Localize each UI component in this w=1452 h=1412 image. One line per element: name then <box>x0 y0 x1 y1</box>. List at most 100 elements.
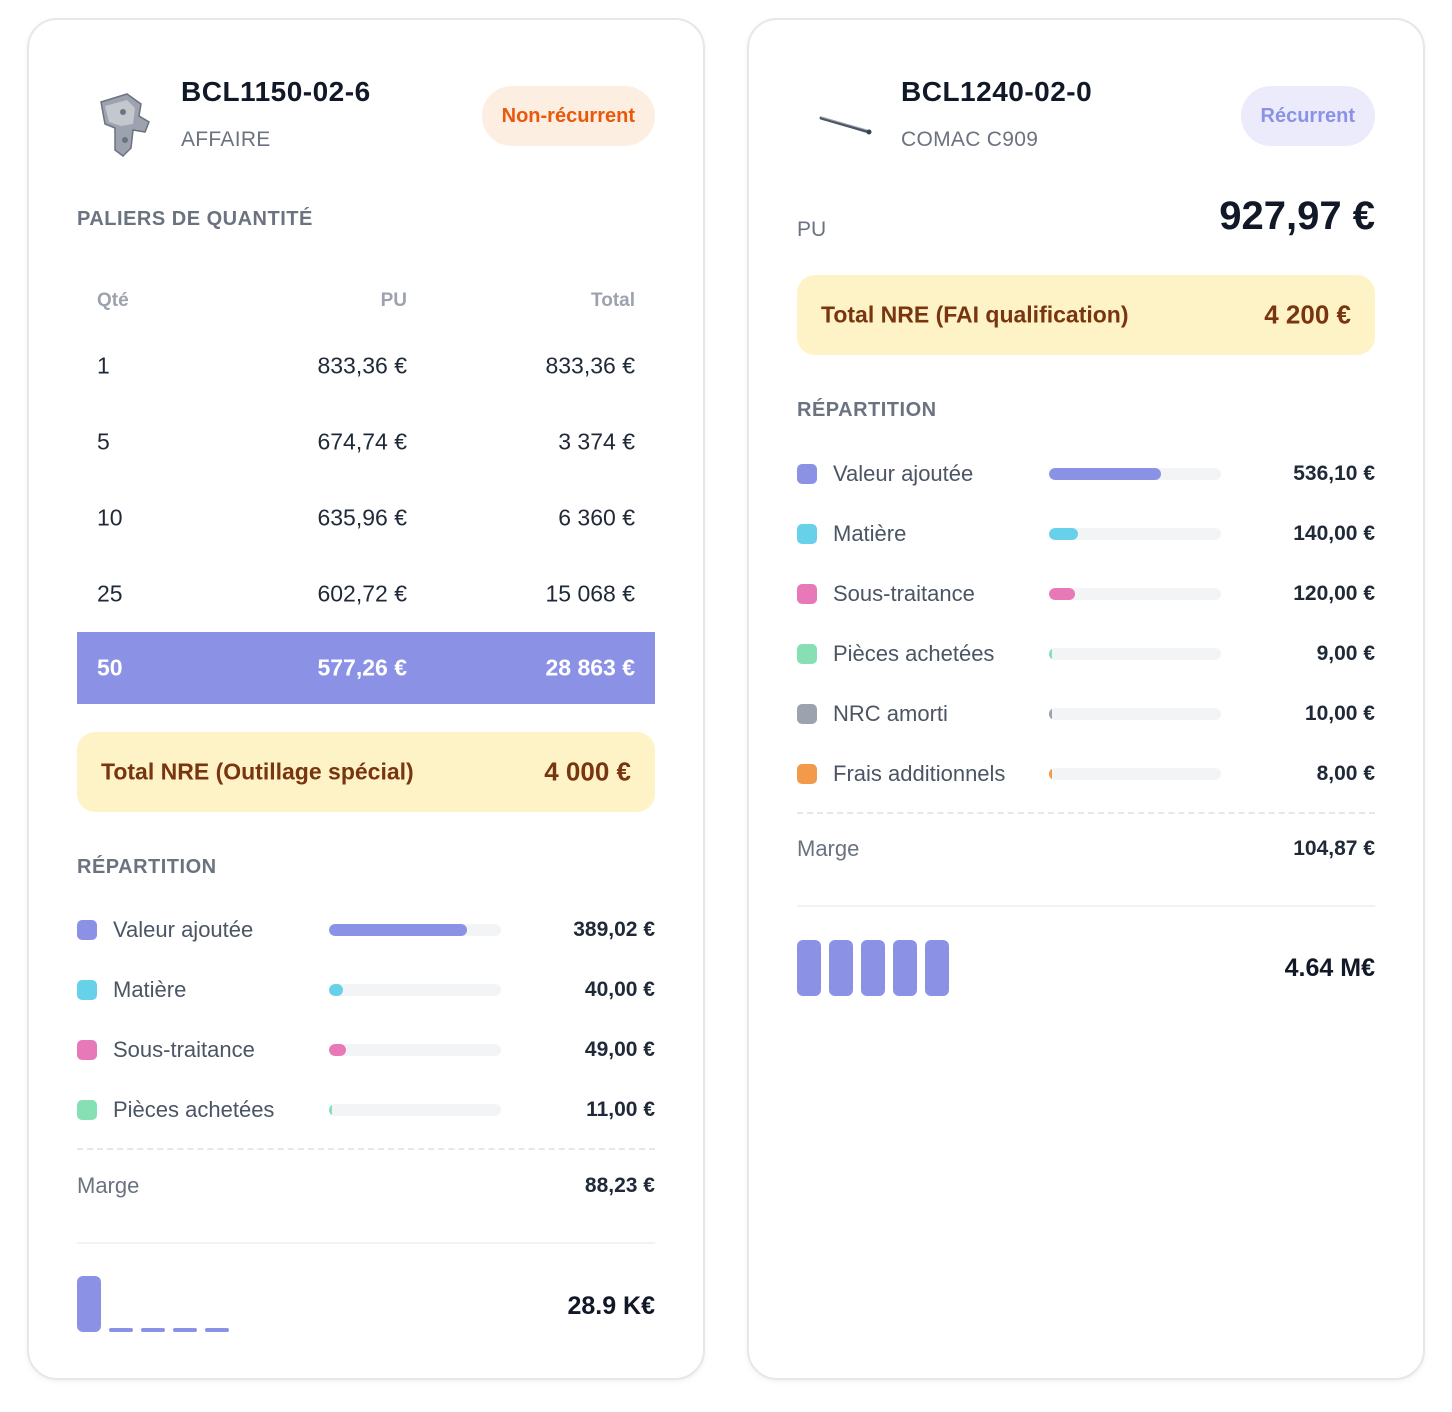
tier-pu: 577,26 € <box>317 654 407 681</box>
table-row-selected[interactable]: 50 577,26 € 28 863 € <box>77 632 655 704</box>
quantity-tiers-table: Qté PU Total 1 833,36 € 833,36 € 5 674,7… <box>77 274 655 704</box>
legend-swatch <box>797 584 817 604</box>
sparkline-total: 4.64 M€ <box>1284 954 1375 982</box>
repartition-value: 40,00 € <box>584 978 655 1001</box>
quote-card-bcl1150: BCL1150-02-6 AFFAIRE Non-récurrent PALIE… <box>27 18 705 1380</box>
repartition-label: Pièces achetées <box>113 1097 275 1122</box>
nre-label: Total NRE (Outillage spécial) <box>101 758 414 785</box>
repartition-value: 536,10 € <box>1293 462 1375 485</box>
repartition-item: Pièces achetées 9,00 € <box>797 624 1375 684</box>
col-header-qty: Qté <box>97 290 129 311</box>
sparkline-bar <box>893 940 917 996</box>
table-header: Qté PU Total <box>77 274 655 328</box>
legend-swatch <box>77 920 97 940</box>
repartition-item: Sous-traitance 120,00 € <box>797 564 1375 624</box>
tier-total: 15 068 € <box>545 580 635 607</box>
tier-qty: 1 <box>97 352 110 379</box>
repartition-label: Valeur ajoutée <box>833 461 974 486</box>
repartition-list: Valeur ajoutée 389,02 € Matière 40,00 € Sous… <box>77 900 655 1140</box>
repartition-label: Valeur ajoutée <box>113 917 254 942</box>
quote-card-bcl1240: BCL1240-02-0 COMAC C909 Récurrent PU 927… <box>747 18 1425 1380</box>
status-badge: Récurrent <box>1240 86 1375 146</box>
table-row[interactable]: 25 602,72 € 15 068 € <box>77 556 655 632</box>
repartition-item: Frais additionnels 8,00 € <box>797 744 1375 804</box>
repartition-label: Matière <box>113 977 187 1002</box>
legend-swatch <box>797 524 817 544</box>
legend-swatch <box>797 644 817 664</box>
card-header: BCL1150-02-6 AFFAIRE Non-récurrent <box>77 74 655 174</box>
share-bar-track <box>329 984 501 996</box>
sparkline-bar <box>797 940 821 996</box>
repartition-item: Sous-traitance 49,00 € <box>77 1020 655 1080</box>
table-row[interactable]: 1 833,36 € 833,36 € <box>77 328 655 404</box>
repartition-item: NRC amorti 10,00 € <box>797 684 1375 744</box>
marge-label: Marge <box>77 1173 140 1198</box>
share-bar-fill <box>1049 588 1075 600</box>
tier-total: 6 360 € <box>558 504 635 531</box>
part-rod-icon <box>819 116 872 135</box>
sparkline-bar <box>925 940 949 996</box>
legend-swatch <box>77 1100 97 1120</box>
share-bar-track <box>329 1044 501 1056</box>
sparkline-bar <box>77 1276 101 1332</box>
repartition-label: Frais additionnels <box>833 761 1006 786</box>
share-bar-track <box>1049 708 1221 720</box>
repartition-value: 389,02 € <box>573 918 655 941</box>
part-bracket-icon <box>100 93 150 157</box>
nre-total-box: Total NRE (Outillage spécial) 4 000 € <box>77 732 655 812</box>
share-bar-fill <box>329 1044 347 1056</box>
repartition-label: Matière <box>833 521 907 546</box>
pu-label: PU <box>797 218 827 241</box>
tier-total: 833,36 € <box>545 352 635 379</box>
volume-sparkline <box>797 936 997 996</box>
sparkline-bar <box>109 1328 133 1332</box>
share-bar-track <box>1049 768 1221 780</box>
share-bar-fill <box>1049 528 1079 540</box>
repartition-value: 11,00 € <box>586 1098 655 1121</box>
share-bar-fill <box>1049 468 1161 480</box>
repartition-value: 49,00 € <box>584 1038 655 1061</box>
repartition-label: Pièces achetées <box>833 641 995 666</box>
tier-qty: 10 <box>97 504 123 531</box>
divider <box>77 1148 655 1150</box>
table-row[interactable]: 5 674,74 € 3 374 € <box>77 404 655 480</box>
volume-sparkline <box>77 1272 277 1332</box>
marge-value: 88,23 € <box>584 1174 655 1197</box>
sparkline-total: 28.9 K€ <box>567 1292 655 1320</box>
nre-total-box: Total NRE (FAI qualification) 4 200 € <box>797 275 1375 355</box>
repartition-label: Sous-traitance <box>833 581 975 606</box>
share-bar-fill <box>1049 648 1052 660</box>
share-bar-fill <box>329 924 467 936</box>
nre-value: 4 200 € <box>1264 299 1351 330</box>
share-bar-track <box>1049 468 1221 480</box>
repartition-title: RÉPARTITION <box>797 399 937 421</box>
share-bar-fill <box>1049 768 1052 780</box>
sparkline-bar <box>829 940 853 996</box>
repartition-item: Matière 40,00 € <box>77 960 655 1020</box>
table-row[interactable]: 10 635,96 € 6 360 € <box>77 480 655 556</box>
tier-qty: 25 <box>97 580 123 607</box>
marge-label: Marge <box>797 836 860 861</box>
tier-pu: 833,36 € <box>317 352 407 379</box>
nre-label: Total NRE (FAI qualification) <box>821 301 1129 328</box>
repartition-item: Pièces achetées 11,00 € <box>77 1080 655 1140</box>
repartition-label: NRC amorti <box>833 701 948 726</box>
legend-swatch <box>797 704 817 724</box>
sparkline-bar <box>861 940 885 996</box>
legend-swatch <box>797 764 817 784</box>
repartition-item: Matière 140,00 € <box>797 504 1375 564</box>
part-reference: BCL1240-02-0 <box>901 76 1093 107</box>
part-reference: BCL1150-02-6 <box>181 76 371 107</box>
sparkline-bar <box>173 1328 197 1332</box>
repartition-value: 140,00 € <box>1293 522 1375 545</box>
tier-total: 28 863 € <box>545 654 635 681</box>
tiers-section-title: PALIERS DE QUANTITÉ <box>77 208 313 230</box>
client-name: COMAC C909 <box>901 128 1039 151</box>
col-header-pu: PU <box>380 290 407 311</box>
tier-pu: 635,96 € <box>317 504 407 531</box>
share-bar-track <box>1049 588 1221 600</box>
tier-qty: 50 <box>97 654 123 681</box>
divider <box>797 812 1375 814</box>
tier-pu: 602,72 € <box>317 580 407 607</box>
sparkline-bar <box>141 1328 165 1332</box>
